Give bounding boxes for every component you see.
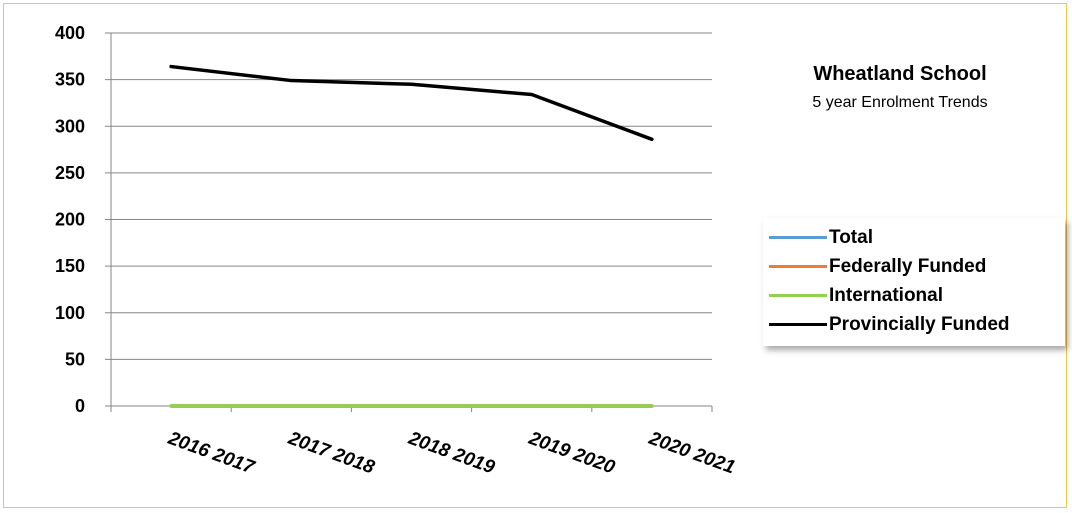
series-lines bbox=[169, 64, 654, 408]
legend-swatch bbox=[769, 294, 827, 297]
x-tick-label: 2018 2019 bbox=[405, 428, 498, 479]
legend-swatch bbox=[769, 236, 827, 239]
y-tick-label: 400 bbox=[55, 23, 85, 43]
x-tick-label: 2016 2017 bbox=[164, 428, 258, 479]
title-block: Wheatland School 5 year Enrolment Trends bbox=[770, 60, 1030, 114]
y-tick-label: 100 bbox=[55, 303, 85, 323]
legend-swatch bbox=[769, 323, 827, 326]
y-tick-label: 250 bbox=[55, 163, 85, 183]
x-tick-label: 2020 2021 bbox=[645, 428, 738, 479]
legend-item-total: Total bbox=[769, 223, 1065, 252]
y-tick-label: 0 bbox=[75, 396, 85, 416]
legend-label: Provincially Funded bbox=[829, 313, 1010, 335]
y-tick-labels: 0 50 100 150 200 250 300 350 400 bbox=[55, 23, 85, 416]
legend-label: International bbox=[829, 284, 944, 306]
legend-item-international: International bbox=[769, 281, 1065, 310]
y-tick-label: 50 bbox=[65, 349, 85, 369]
legend-swatch bbox=[769, 265, 827, 268]
gridlines bbox=[111, 32, 712, 360]
chart-title: Wheatland School bbox=[813, 63, 987, 85]
chart-subtitle: 5 year Enrolment Trends bbox=[812, 94, 988, 111]
x-tick-label: 2017 2018 bbox=[285, 428, 378, 479]
legend-label: Total bbox=[829, 226, 873, 248]
x-tick-label: 2019 2020 bbox=[525, 428, 618, 479]
legend: Total Federally Funded International Provin… bbox=[763, 218, 1065, 346]
x-tick-labels: 2016 2017 2017 2018 2018 2019 2019 2020 2020… bbox=[164, 428, 737, 479]
axes bbox=[105, 32, 713, 412]
legend-item-federally-funded: Federally Funded bbox=[769, 252, 1065, 281]
y-tick-label: 150 bbox=[55, 256, 85, 276]
legend-item-provincially-funded: Provincially Funded bbox=[769, 310, 1065, 339]
legend-label: Federally Funded bbox=[829, 255, 987, 277]
y-tick-label: 350 bbox=[55, 70, 85, 90]
y-tick-label: 200 bbox=[55, 210, 85, 230]
y-tick-label: 300 bbox=[55, 116, 85, 136]
series-line-provincially-funded bbox=[169, 64, 654, 142]
